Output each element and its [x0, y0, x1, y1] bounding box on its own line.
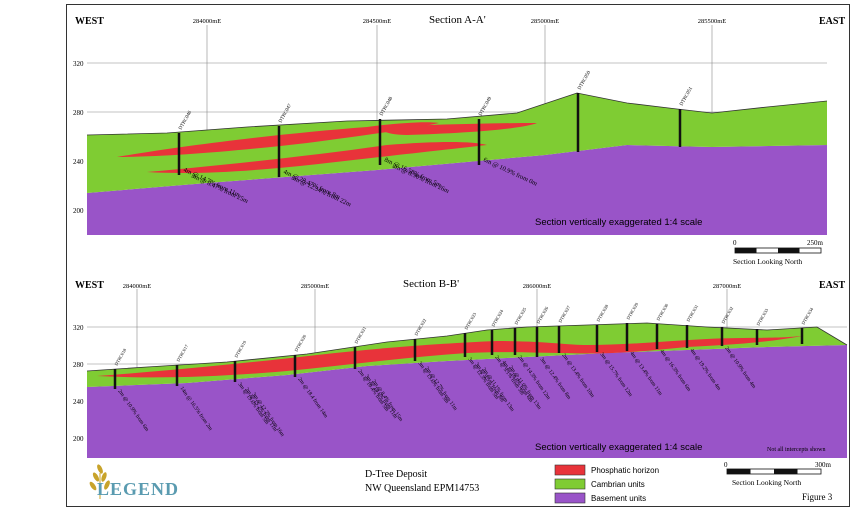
- panel-b-elev-200: 200: [73, 435, 84, 443]
- panel-a-looking: Section Looking North: [733, 257, 802, 266]
- deposit-location: NW Queensland EPM14753: [365, 483, 479, 494]
- panel-b-hole-id: DTRC034: [801, 306, 815, 325]
- panel-a-east-label: EAST: [819, 16, 845, 27]
- panel-a-scale-end: 250m: [807, 239, 824, 247]
- panel-b-east-label: EAST: [819, 280, 845, 291]
- panel-b-hole-id: DTRC025: [514, 306, 528, 325]
- legend-label: Cambrian units: [591, 480, 645, 489]
- panel-a-scale-bar: 0 250m Section Looking North: [733, 239, 824, 266]
- panel-a-elev-320: 320: [73, 60, 84, 68]
- figure-frame: WEST EAST Section A-A' 284000mE 284500mE…: [66, 4, 850, 507]
- panel-a-elev-240: 240: [73, 158, 84, 166]
- panel-b-looking: Section Looking North: [732, 478, 801, 487]
- panel-b-hole-id: DTRC031: [686, 304, 700, 323]
- panel-b-basement: [87, 345, 847, 458]
- panel-b-elev-320: 320: [73, 324, 84, 332]
- panel-a-hole-id: DTRC051: [679, 86, 694, 107]
- panel-a-phosphatic-east: [377, 123, 537, 135]
- legend-label: Phosphatic horizon: [591, 466, 659, 475]
- panel-b-hole-id: DTRC026: [536, 305, 550, 324]
- panel-b-hole-id: DTRC024: [491, 308, 505, 327]
- panel-a-basement: [87, 145, 827, 235]
- logo-text: LEGEND: [97, 479, 179, 499]
- panel-a-title: Section A-A': [429, 14, 486, 26]
- panel-a-easting-3: 285500mE: [698, 18, 727, 25]
- panel-b-exaggeration: Section vertically exaggerated 1:4 scale: [535, 442, 702, 453]
- panel-a-easting-2: 285000mE: [531, 18, 560, 25]
- panel-b-title: Section B-B': [403, 278, 459, 290]
- legend-label: Basement units: [591, 494, 646, 503]
- panel-b-hole-id: DTRC029: [626, 301, 640, 320]
- panel-a-hole-id: DTRC049: [478, 96, 493, 117]
- panel-a-west-label: WEST: [75, 16, 104, 27]
- panel-a-phosphatic-lower: [147, 142, 487, 173]
- wheat-icon: [89, 464, 110, 499]
- legend-items: Phosphatic horizon Cambrian units Basement…: [554, 464, 659, 504]
- panel-b-elev-240: 240: [73, 398, 84, 406]
- panel-b-hole-id: DTRC018: [114, 347, 128, 366]
- panel-a-hole-id: DTRC047: [278, 103, 293, 124]
- panel-a-hole-id: DTRC048: [379, 96, 394, 117]
- panel-a-elev-280: 280: [73, 109, 84, 117]
- legend-swatch: [554, 492, 586, 504]
- panel-b-easting-0: 284000mE: [123, 283, 152, 290]
- panel-b-easting-2: 286000mE: [523, 283, 552, 290]
- panel-b-hole-id: DTRC033: [756, 307, 770, 326]
- panel-b-scale-end: 300m: [815, 461, 832, 469]
- panel-b-hole-id: DTRC032: [721, 306, 735, 325]
- panel-b-hole-id: DTRC028: [596, 303, 610, 322]
- panel-b-hole-id: DTRC021: [354, 326, 368, 345]
- panel-b-hole-id: DTRC017: [176, 343, 190, 362]
- panel-b-hole-id: DTRC030: [656, 302, 670, 321]
- panel-b-note: Not all intercepts shown: [767, 447, 826, 453]
- panel-b-hole-id: DTRC023: [464, 311, 478, 330]
- cross-section-figure: WEST EAST Section A-A' 284000mE 284500mE…: [73, 14, 848, 504]
- panel-a-easting-0: 284000mE: [193, 18, 222, 25]
- legend-swatch: [554, 464, 586, 476]
- panel-b-scale-zero: 0: [724, 461, 728, 469]
- figure-label: Figure 3: [802, 492, 833, 502]
- footer: LEGEND D-Tree Deposit NW Queensland EPM1…: [89, 464, 833, 504]
- panel-b-hole-id: DTRC020: [294, 333, 308, 352]
- panel-b-hole-id: DTRC019: [234, 339, 248, 358]
- panel-a-hole-id: DTRC050: [577, 70, 592, 91]
- panel-b-easting-1: 285000mE: [301, 283, 330, 290]
- panel-a-easting-1: 284500mE: [363, 18, 392, 25]
- panel-b: WEST EAST Section B-B' 284000mE 285000mE…: [73, 278, 848, 487]
- panel-b-drillholes: [113, 323, 804, 389]
- panel-a: WEST EAST Section A-A' 284000mE 284500mE…: [73, 14, 845, 266]
- panel-a-drillholes: [177, 93, 682, 177]
- panel-b-west-label: WEST: [75, 280, 104, 291]
- panel-b-phosphatic: [97, 335, 807, 378]
- panel-b-hole-id: DTRC027: [558, 304, 572, 323]
- legend-logo: LEGEND: [89, 464, 179, 499]
- panel-b-elev-280: 280: [73, 361, 84, 369]
- panel-a-elev-200: 200: [73, 207, 84, 215]
- legend-swatch: [554, 478, 586, 490]
- deposit-name: D-Tree Deposit: [365, 469, 427, 480]
- panel-a-scale-zero: 0: [733, 239, 737, 247]
- panel-b-scale-bar: 0 300m Section Looking North: [724, 461, 832, 487]
- panel-b-easting-3: 287000mE: [713, 283, 742, 290]
- panel-a-exaggeration: Section vertically exaggerated 1:4 scale: [535, 217, 702, 228]
- panel-a-hole-id: DTRC046: [178, 110, 193, 131]
